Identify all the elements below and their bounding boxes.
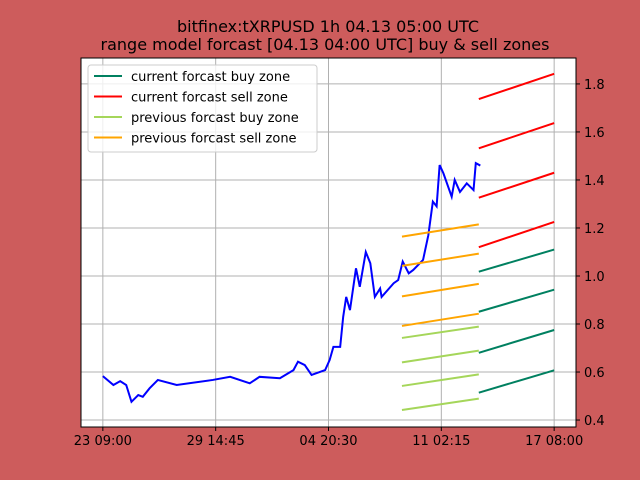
grid xyxy=(81,58,576,427)
zone-line-current-forcast-sell-zone xyxy=(478,122,555,150)
chart-title: bitfinex:tXRPUSD 1h 04.13 05:00 UTC xyxy=(177,17,479,36)
legend-label: current forcast sell zone xyxy=(131,91,288,106)
zone-line-current-forcast-sell-zone xyxy=(478,171,555,199)
zone-line-previous-forcast-buy-zone xyxy=(401,397,479,411)
price-line xyxy=(102,161,481,404)
y-tick-label: 0.6 xyxy=(584,366,605,381)
zone-line-current-forcast-buy-zone xyxy=(478,369,555,394)
chart-marks xyxy=(102,72,555,411)
legend-label: previous forcast sell zone xyxy=(131,132,297,147)
y-tick-label: 1.2 xyxy=(584,222,605,237)
zone-line-current-forcast-sell-zone xyxy=(478,221,555,249)
y-tick-label: 1.0 xyxy=(584,270,605,285)
zone-line-current-forcast-buy-zone xyxy=(478,248,555,273)
zone-line-previous-forcast-sell-zone xyxy=(401,223,479,238)
legend-label: current forcast buy zone xyxy=(131,70,290,85)
chart-subtitle: range model forcast [04.13 04:00 UTC] bu… xyxy=(101,35,550,54)
zone-line-previous-forcast-sell-zone xyxy=(401,312,479,327)
x-axis: 23 09:00 29 14:45 04 20:30 11 02:15 17 08:00 xyxy=(74,427,583,449)
x-tick-label: 17 08:00 xyxy=(525,434,583,449)
y-tick-label: 1.8 xyxy=(584,78,605,93)
zone-line-previous-forcast-sell-zone xyxy=(401,252,479,267)
x-tick-label: 29 14:45 xyxy=(187,434,245,449)
legend: current forcast buy zone current forcast … xyxy=(87,64,318,153)
y-axis: 0.4 0.6 0.8 1.0 1.2 1.4 1.6 1.8 xyxy=(576,78,605,429)
x-tick-label: 23 09:00 xyxy=(74,434,132,449)
zone-line-previous-forcast-buy-zone xyxy=(401,325,479,339)
zone-line-current-forcast-sell-zone xyxy=(478,72,555,101)
zone-line-current-forcast-buy-zone xyxy=(478,329,555,354)
y-tick-label: 1.4 xyxy=(584,174,605,189)
zone-line-previous-forcast-sell-zone xyxy=(401,282,479,298)
zone-line-previous-forcast-buy-zone xyxy=(401,349,479,364)
x-tick-label: 11 02:15 xyxy=(412,434,470,449)
zone-line-current-forcast-buy-zone xyxy=(478,288,555,313)
y-tick-label: 0.4 xyxy=(584,414,605,429)
x-tick-label: 04 20:30 xyxy=(299,434,357,449)
legend-box xyxy=(87,64,318,153)
zone-line-previous-forcast-buy-zone xyxy=(401,373,479,387)
y-tick-label: 0.8 xyxy=(584,318,605,333)
y-tick-label: 1.6 xyxy=(584,126,605,141)
legend-label: previous forcast buy zone xyxy=(131,111,299,126)
